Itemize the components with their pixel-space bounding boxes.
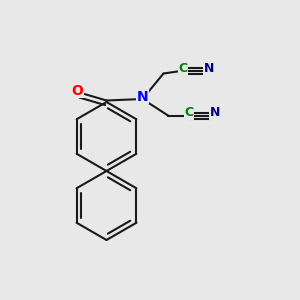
Text: N: N <box>137 90 148 104</box>
Text: N: N <box>204 61 214 75</box>
Text: N: N <box>210 106 220 119</box>
Text: C: C <box>178 61 188 75</box>
Text: O: O <box>71 84 83 98</box>
Text: C: C <box>184 106 194 119</box>
